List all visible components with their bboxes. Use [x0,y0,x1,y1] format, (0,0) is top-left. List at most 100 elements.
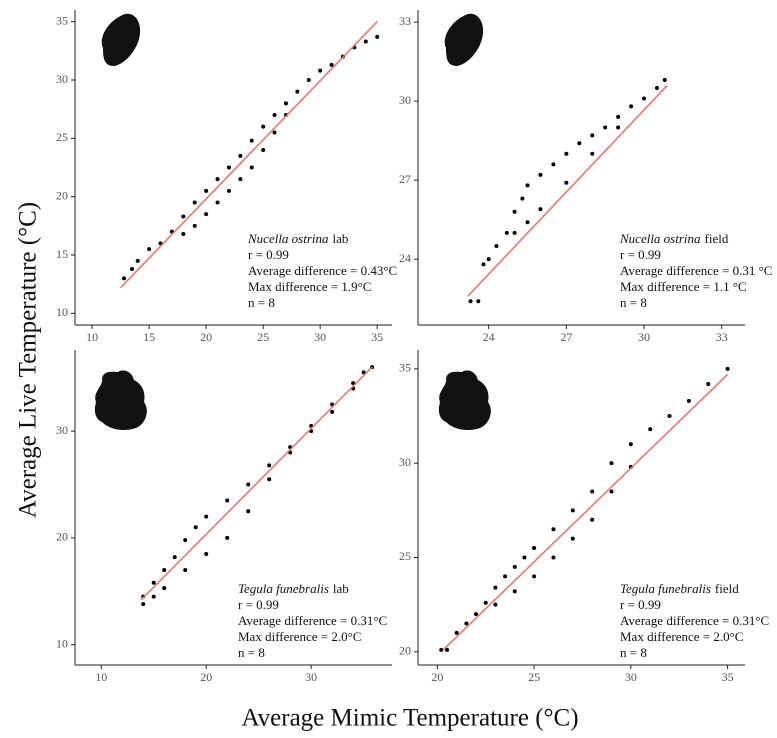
y-tick-label: 20 [56,530,68,544]
point [193,525,198,530]
point [238,153,243,158]
y-tick-label: 25 [56,130,68,144]
condition: field [705,231,729,246]
point [538,172,543,177]
point [272,113,277,117]
condition: field [715,581,739,596]
x-tick-label: 35 [371,330,383,344]
point [464,621,469,626]
annotation: n = 8 [238,645,265,660]
snail-icons [94,13,491,430]
point [439,647,444,652]
point [181,232,186,236]
species: Tegula funebralis [238,581,329,596]
point [628,442,633,447]
annotation: n = 8 [620,645,647,660]
annotation: Average difference = 0.31°C [238,613,387,628]
snail-icon [101,13,141,66]
point [172,555,177,560]
point [570,508,575,513]
point [474,612,479,617]
point [616,125,621,130]
point [551,555,556,560]
annotation: Max difference = 1.1 °C [620,279,747,294]
annotation: r = 0.99 [620,597,661,612]
point [238,177,243,182]
point [246,482,251,487]
point [454,630,459,635]
x-tick-label: 25 [528,670,540,684]
y-tick-label: 20 [56,188,68,202]
point [532,574,537,579]
x-axis-title: Average Mimic Temperature (°C) [241,705,578,732]
point [215,177,220,182]
point [375,34,380,39]
point [330,409,335,414]
point [192,223,197,228]
point [162,567,167,572]
point [261,148,266,152]
y-tick-label: 24 [399,251,411,265]
point [616,114,621,119]
point [215,200,220,205]
x-tick-label: 20 [431,670,443,684]
point [564,180,569,185]
point [151,594,156,599]
y-tick-label: 35 [56,13,68,27]
point [603,125,608,130]
annotation: Max difference = 2.0°C [620,629,743,644]
point [648,427,653,432]
x-tick-label: 10 [95,670,107,684]
point [662,78,667,83]
point [267,463,272,468]
point [590,133,595,138]
snail-icon [94,370,147,430]
y-tick-label: 30 [56,423,68,437]
point [512,589,517,594]
annotation: Max difference = 2.0°C [238,629,361,644]
point [130,267,135,271]
point [272,130,277,135]
point [525,183,530,188]
annotation: Average difference = 0.31°C [620,613,769,628]
point [538,207,543,212]
y-tick-label: 15 [56,247,68,261]
y-tick-label: 33 [399,14,411,28]
point [295,89,300,94]
point [486,257,491,262]
point [249,165,254,170]
condition: lab [333,231,349,246]
point [192,200,197,205]
point [181,214,186,219]
point [306,78,311,82]
point [512,564,517,569]
point [667,414,672,419]
point [162,586,167,591]
point [629,104,634,109]
point [267,477,272,482]
fit-line [120,21,378,289]
annotation: n = 8 [248,295,275,310]
panel-label: Nucella ostrina lab [247,231,348,246]
point [183,567,188,572]
species: Nucella ostrina [247,231,329,246]
annotation: Average difference = 0.43°C [248,263,397,278]
point [141,602,146,607]
point [204,212,209,217]
point [590,151,595,156]
x-tick-label: 30 [625,670,637,684]
point [283,101,288,106]
x-tick-label: 27 [560,330,572,344]
panel-label: Nucella ostrina field [619,231,729,246]
point [204,188,209,193]
point [122,276,127,281]
x-tick-label: 24 [483,330,495,344]
snail-icon [444,13,484,66]
point [532,546,537,551]
point [483,600,488,605]
point [226,165,231,170]
species: Nucella ostrina [619,231,701,246]
x-tick-label: 20 [200,330,212,344]
y-tick-label: 30 [56,72,68,86]
